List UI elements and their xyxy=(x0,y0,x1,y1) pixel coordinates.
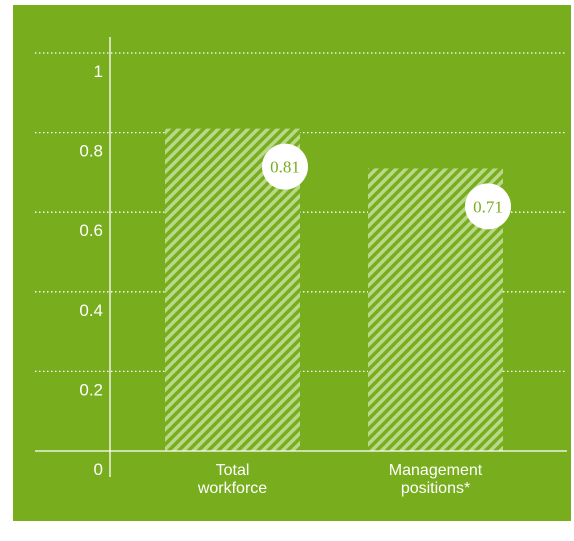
y-tick-label-1: 0.2 xyxy=(79,380,103,399)
chart-panel: 0 0.2 0.4 0.6 0.8 1 0.81 Total workforce 0.71 Mana… xyxy=(13,5,571,521)
category-label-line: positions* xyxy=(401,480,470,497)
category-label-line: Total xyxy=(216,462,250,479)
y-tick-label-0: 0 xyxy=(94,460,103,479)
y-tick-label-5: 1 xyxy=(94,62,103,81)
category-label-0: Total workforce xyxy=(197,462,267,497)
data-label-0: 0.81 xyxy=(270,158,300,177)
category-label-line: workforce xyxy=(197,480,267,497)
y-tick-label-4: 0.8 xyxy=(79,142,103,161)
data-label-bubble-1 xyxy=(465,183,511,230)
data-label-1: 0.71 xyxy=(473,197,503,216)
data-label-bubble-0 xyxy=(262,143,308,190)
y-tick-label-2: 0.4 xyxy=(79,301,103,320)
y-tick-label-3: 0.6 xyxy=(79,221,103,240)
category-label-line: Management xyxy=(389,462,483,479)
category-label-1: Management positions* xyxy=(389,462,483,497)
